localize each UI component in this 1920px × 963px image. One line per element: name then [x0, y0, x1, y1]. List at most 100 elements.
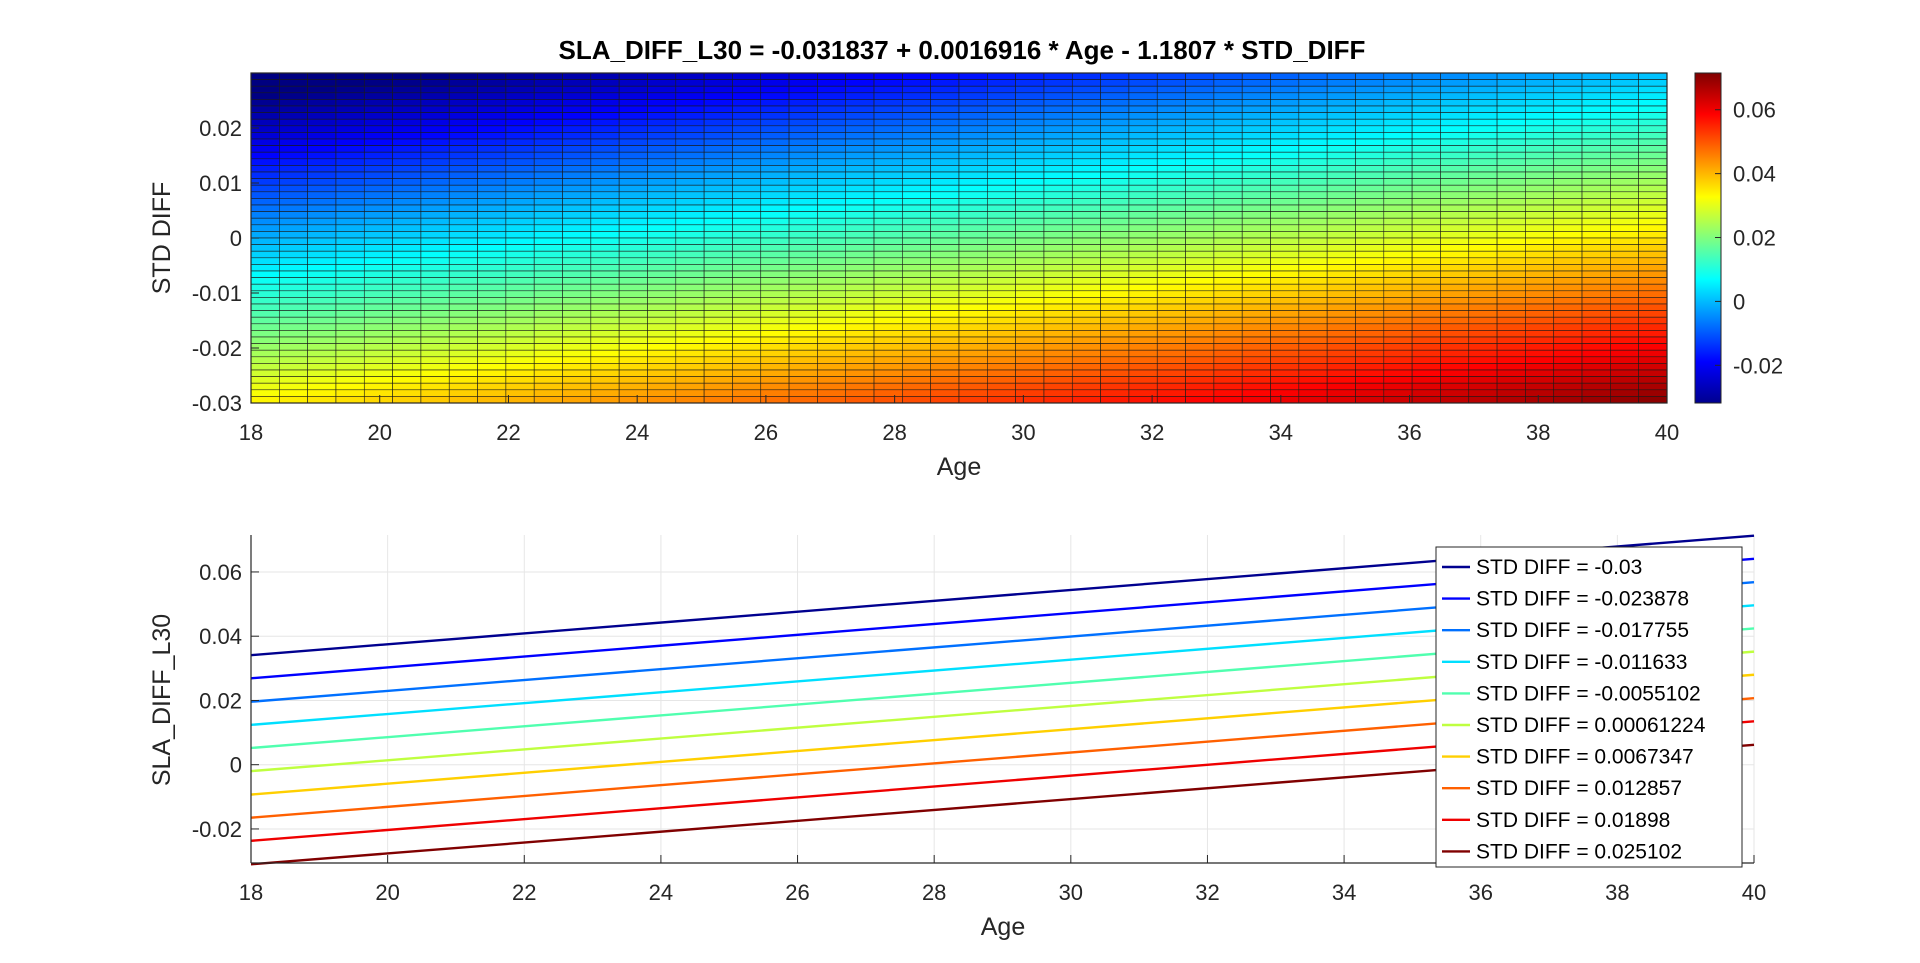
heatmap-cell [307, 349, 337, 358]
heatmap-cell [1156, 316, 1186, 325]
heatmap-cell [1241, 165, 1271, 173]
heatmap-cell [1638, 92, 1668, 100]
heatmap-cell [1156, 244, 1186, 252]
heatmap-cell [533, 191, 563, 199]
heatmap-cell [1213, 151, 1243, 160]
heatmap-cell [958, 244, 988, 252]
heatmap-cell [1128, 217, 1158, 226]
heatmap-cell [1270, 244, 1300, 252]
heatmap-cell [987, 349, 1016, 358]
heatmap-cell [1043, 72, 1073, 80]
heatmap-cell [392, 217, 422, 226]
heatmap-cell [1185, 171, 1215, 179]
heatmap-cell [1326, 191, 1356, 199]
heatmap-cell [1411, 145, 1441, 153]
heatmap-cell [1355, 132, 1385, 140]
heatmap-cell [703, 356, 733, 364]
heatmap-cell [505, 237, 535, 245]
heatmap-cell [1326, 85, 1356, 94]
x-tick-label: 34 [1269, 420, 1293, 445]
heatmap-cell [618, 171, 648, 179]
heatmap-cell [392, 363, 422, 371]
heatmap-cell [1043, 145, 1073, 153]
heatmap-cell [902, 264, 931, 272]
heatmap-cell [703, 158, 733, 166]
heatmap-cell [1610, 105, 1639, 113]
heatmap-cell [1638, 118, 1668, 127]
heatmap-cell [1185, 257, 1215, 265]
heatmap-cell [1440, 132, 1470, 140]
heatmap-cell [250, 323, 280, 331]
heatmap-cell [873, 369, 903, 377]
heatmap-cell [902, 336, 931, 344]
heatmap-cell [647, 99, 677, 107]
heatmap-cell [930, 283, 960, 292]
heatmap-cell [533, 297, 563, 305]
heatmap-cell [1185, 376, 1215, 384]
heatmap-cell [703, 198, 733, 206]
heatmap-cell [562, 105, 592, 113]
x-tick-label: 30 [1059, 880, 1083, 905]
heatmap-cell [562, 198, 592, 206]
heatmap-cell [562, 211, 592, 219]
heatmap-cell [845, 79, 875, 87]
line-y-ticks: 0.060.040.020-0.02 [192, 560, 259, 842]
heatmap-cell [1015, 191, 1045, 199]
heatmap-cell [590, 171, 620, 179]
heatmap-cell [1213, 231, 1243, 239]
heatmap-cell [505, 92, 535, 100]
heatmap-cell [1411, 211, 1441, 219]
heatmap-cell [732, 125, 762, 133]
heatmap-cell [1638, 171, 1668, 179]
heatmap-cell [930, 369, 960, 377]
heatmap-cell [250, 257, 280, 265]
heatmap-cell [1525, 184, 1555, 193]
heatmap-cell [1241, 132, 1271, 140]
heatmap-cell [958, 158, 988, 166]
heatmap-cell [1553, 382, 1583, 391]
heatmap-cell [1355, 369, 1385, 377]
heatmap-cell [562, 244, 592, 252]
heatmap-cell [1298, 198, 1328, 206]
heatmap-cell [1326, 250, 1356, 259]
heatmap-cell [788, 79, 818, 87]
heatmap-cell [1440, 217, 1470, 226]
heatmap-cell [760, 138, 790, 146]
heatmap-cell [1326, 132, 1356, 140]
heatmap-cell [505, 132, 535, 140]
heatmap-cell [788, 132, 818, 140]
heatmap-cell [1326, 264, 1356, 272]
heatmap-cell [1525, 323, 1555, 331]
heatmap-cell [1468, 191, 1498, 199]
heatmap-cell [987, 165, 1016, 173]
y-tick-label: -0.03 [192, 391, 242, 416]
heatmap-cell [958, 112, 988, 120]
heatmap-cell [335, 297, 365, 305]
heatmap-cell [1156, 376, 1186, 384]
heatmap-cell [250, 382, 280, 391]
heatmap-cell [1383, 105, 1413, 113]
heatmap-cell [420, 356, 450, 364]
heatmap-cell [930, 363, 960, 371]
heatmap-cell [618, 297, 648, 305]
heatmap-cell [1581, 297, 1611, 305]
heatmap-cell [987, 184, 1016, 193]
heatmap-cell [1015, 264, 1045, 272]
heatmap-cell [392, 178, 422, 186]
heatmap-cell [1241, 99, 1271, 107]
heatmap-cell [1581, 376, 1611, 384]
heatmap-cell [1553, 363, 1583, 371]
heatmap-cell [987, 389, 1016, 397]
heatmap-cell [1100, 283, 1130, 292]
heatmap-cell [477, 184, 507, 193]
heatmap-cell [817, 198, 847, 206]
heatmap-cell [1581, 250, 1611, 259]
heatmap-cell [1100, 369, 1130, 377]
heatmap-cell [279, 204, 308, 212]
heatmap-cell [958, 231, 988, 239]
heatmap-cell [1100, 310, 1130, 318]
heatmap-cell [420, 198, 450, 206]
heatmap-cell [1043, 178, 1073, 186]
heatmap-cell [1213, 118, 1243, 127]
heatmap-cell [590, 178, 620, 186]
